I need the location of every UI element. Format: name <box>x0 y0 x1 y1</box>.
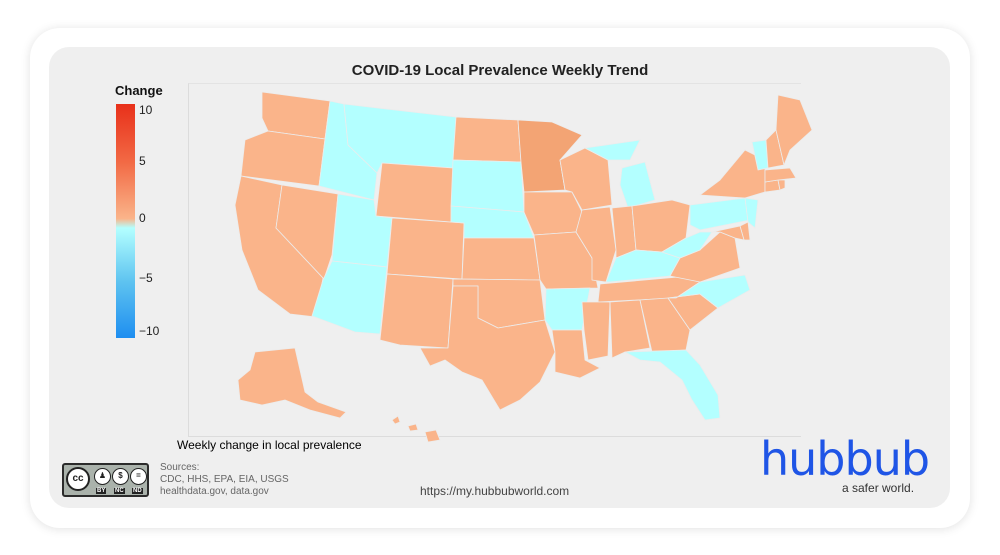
cc-license-badge[interactable]: cc ♟ $ = BY NC ND <box>62 463 149 497</box>
nd-icon: = <box>130 468 147 485</box>
map-title: COVID-19 Local Prevalence Weekly Trend <box>351 62 649 79</box>
state-nd <box>452 116 522 163</box>
state-va <box>669 231 741 283</box>
state-co <box>386 217 465 280</box>
state-or <box>240 130 326 187</box>
legend-title: Change <box>115 83 163 98</box>
state-fl <box>624 349 721 421</box>
state-ri <box>777 179 786 191</box>
brand-tagline: a safer world. <box>842 481 915 495</box>
legend-tick-minus-5: −5 <box>139 271 153 285</box>
legend-tick-5: 5 <box>139 154 146 168</box>
state-ms <box>581 301 611 361</box>
cc-icon: cc <box>66 467 90 491</box>
sources-line-1: CDC, HHS, EPA, EIA, USGS <box>160 474 289 485</box>
state-la <box>551 329 601 379</box>
hubbub-logo: hubbub <box>760 432 930 486</box>
state-pa <box>689 197 751 231</box>
legend-tick-0: 0 <box>139 211 146 225</box>
state-ia <box>523 191 583 236</box>
sources-label: Sources: <box>160 462 200 473</box>
state-ma <box>764 167 797 183</box>
cc-label-by: BY <box>96 488 107 494</box>
state-me <box>775 94 813 166</box>
state-ga <box>639 297 691 353</box>
plot-frame <box>188 83 801 437</box>
sources-block: Sources: CDC, HHS, EPA, EIA, USGS health… <box>160 462 289 498</box>
state-nc <box>667 274 751 309</box>
legend-color-bar <box>116 104 135 338</box>
state-nv <box>275 184 339 280</box>
legend-tick-minus-10: −10 <box>139 324 160 338</box>
state-al <box>609 299 651 359</box>
state-nm <box>379 273 454 349</box>
state-ks <box>461 237 541 281</box>
cc-label-nd: ND <box>132 488 143 494</box>
sources-line-2: healthdata.gov, data.gov <box>160 486 269 497</box>
state-nj <box>744 197 759 229</box>
state-hi <box>391 415 441 443</box>
legend-tick-10: 10 <box>139 103 153 117</box>
by-icon: ♟ <box>94 468 111 485</box>
map-caption: Weekly change in local prevalence <box>177 438 362 452</box>
state-az <box>311 260 388 335</box>
state-wv <box>661 231 713 259</box>
state-ak <box>237 347 347 419</box>
site-url[interactable]: https://my.hubbubworld.com <box>420 484 570 498</box>
nc-icon: $ <box>112 468 129 485</box>
state-il <box>575 206 617 283</box>
state-md <box>711 225 745 241</box>
state-mi <box>584 139 656 209</box>
cc-label-nc: NC <box>114 488 125 494</box>
state-tx <box>419 285 556 411</box>
state-wy <box>375 162 454 223</box>
state-sd <box>450 159 525 213</box>
